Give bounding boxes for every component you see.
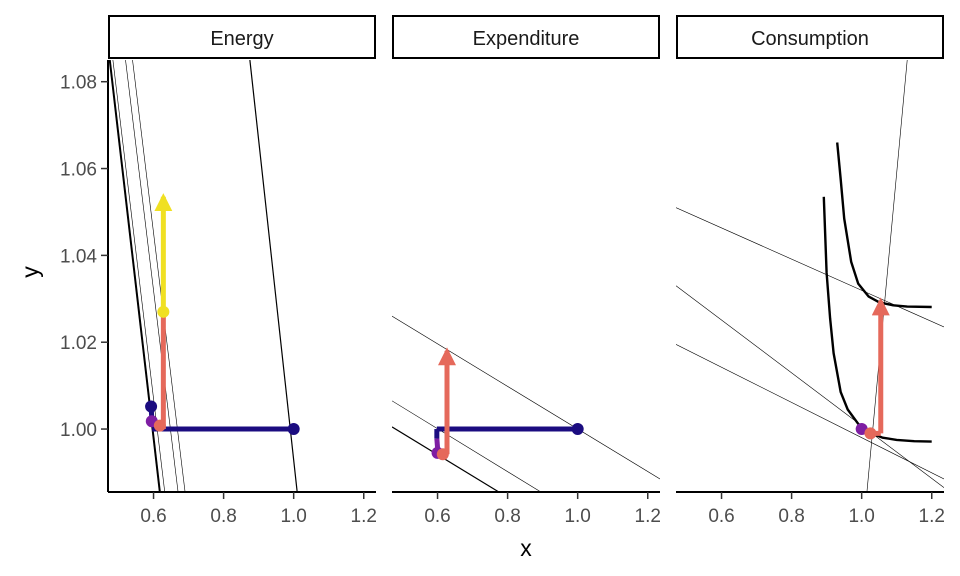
panel-energy: Energy 0.6 0.8 1.0 1.2 xyxy=(108,15,377,527)
reference-line-consumption-0 xyxy=(676,207,944,328)
point-energy-5 xyxy=(157,305,170,318)
x-tick-label-expenditure-0: 0.6 xyxy=(424,506,450,527)
x-tick-label-consumption-2: 1.0 xyxy=(848,506,874,527)
y-axis-title: y xyxy=(17,266,43,278)
y-tick-label-4: 1.08 xyxy=(60,73,97,94)
reference-line-expenditure-1 xyxy=(392,400,542,492)
plot-area-expenditure xyxy=(392,315,660,492)
x-tick-label-expenditure-2: 1.0 xyxy=(564,506,590,527)
reference-line-expenditure-0 xyxy=(392,315,660,480)
point-expenditure-1 xyxy=(571,423,584,436)
x-tick-label-consumption-3: 1.2 xyxy=(919,506,945,527)
y-tick-label-2: 1.04 xyxy=(60,246,97,267)
x-tick-label-energy-2: 1.0 xyxy=(280,506,306,527)
panel-consumption: Consumption 0.6 0.8 1.0 1.2 xyxy=(676,15,945,527)
plot-area-energy xyxy=(108,60,300,492)
indifference-curve-consumption-1 xyxy=(836,142,932,309)
point-energy-1 xyxy=(287,423,300,436)
y-tick-label-1: 1.02 xyxy=(60,333,97,354)
strip-label-energy: Energy xyxy=(210,28,273,50)
reference-line-consumption-1 xyxy=(676,285,944,488)
strip-expenditure xyxy=(392,15,660,59)
point-consumption-1 xyxy=(864,427,877,440)
x-tick-label-energy-1: 0.8 xyxy=(210,506,236,527)
y-tick-label-3: 1.06 xyxy=(60,160,97,181)
x-tick-label-energy-3: 1.2 xyxy=(351,506,377,527)
x-tick-label-consumption-1: 0.8 xyxy=(778,506,804,527)
strip-energy xyxy=(108,15,376,59)
strip-consumption xyxy=(676,15,944,59)
y-axis: 1.00 1.02 1.04 1.06 1.08 xyxy=(60,60,109,492)
strip-label-consumption: Consumption xyxy=(751,28,869,50)
indifference-curve-consumption-0 xyxy=(822,196,932,443)
reference-line-energy-3 xyxy=(132,60,186,492)
reference-line-energy-2 xyxy=(125,60,179,492)
reference-line-energy-4 xyxy=(249,60,298,492)
x-axis-title: x xyxy=(520,535,532,561)
plot-area-consumption xyxy=(676,60,944,492)
reference-line-consumption-3 xyxy=(866,60,908,492)
strip-label-expenditure: Expenditure xyxy=(473,28,580,50)
panels-layer: Energy 0.6 0.8 1.0 1.2 Expenditure 0.6 0.8 1.0 1.… xyxy=(108,15,945,527)
x-tick-label-expenditure-1: 0.8 xyxy=(494,506,520,527)
panel-expenditure: Expenditure 0.6 0.8 1.0 1.2 xyxy=(392,15,661,527)
x-tick-label-energy-0: 0.6 xyxy=(140,506,166,527)
reference-line-consumption-2 xyxy=(676,344,944,480)
path-segment-expenditure-2 xyxy=(434,438,441,448)
point-energy-0 xyxy=(145,400,158,413)
y-tick-label-0: 1.00 xyxy=(60,420,97,441)
x-tick-label-expenditure-3: 1.2 xyxy=(635,506,661,527)
x-tick-label-consumption-0: 0.6 xyxy=(708,506,734,527)
